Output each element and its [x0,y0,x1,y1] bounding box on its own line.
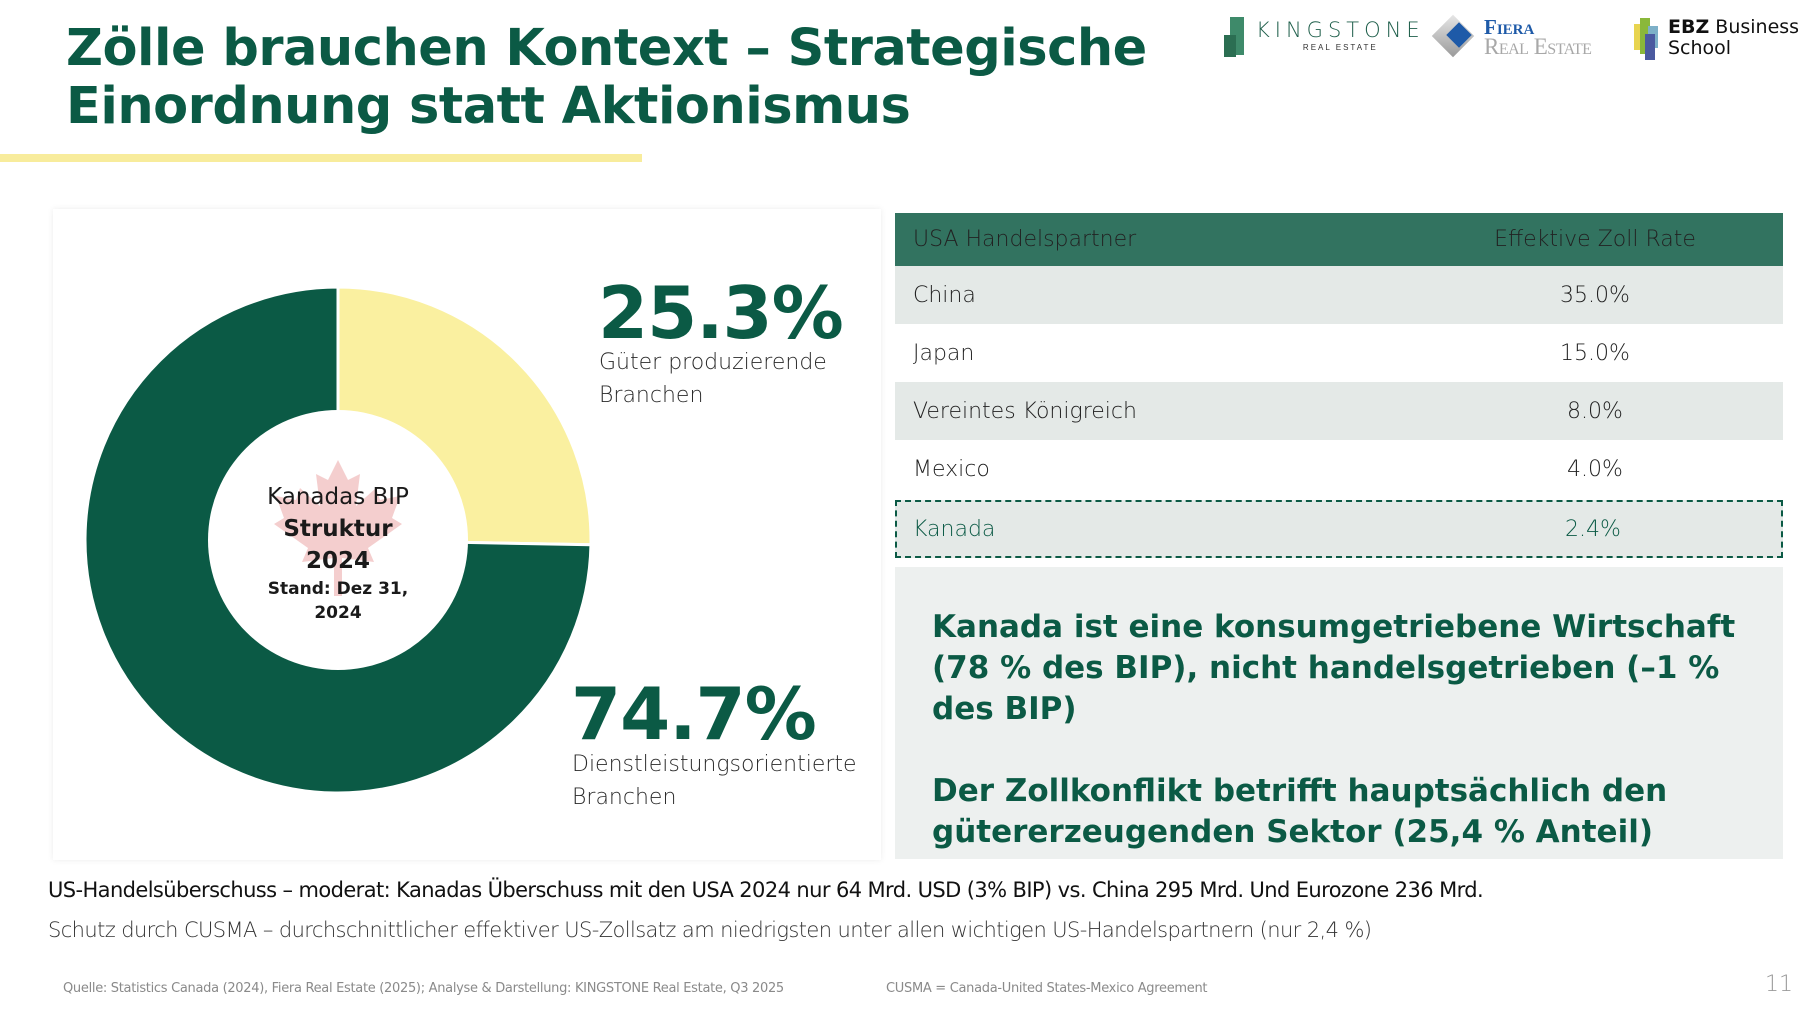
table-row-highlighted: Kanada 2.4% [895,500,1783,558]
table-header: USA Handelspartner Effektive Zoll Rate [895,213,1783,266]
table-row: Japan 15.0% [895,324,1783,382]
table-row: China 35.0% [895,266,1783,324]
rate-cell: 8.0% [1567,398,1623,424]
note-cusma: Schutz durch CUSMA – durchschnittlicher … [48,918,1372,942]
ebz-line2: School [1668,37,1732,59]
fiera-diamond-icon [1431,14,1476,59]
goods-percentage: 25.3% [598,271,844,355]
goods-label: Güter produzierende Branchen [599,350,827,408]
key-insights-box: Kanada ist eine konsumgetriebene Wirtsch… [895,567,1783,859]
kingstone-logo: KINGSTONE REAL ESTATE [1224,16,1425,58]
services-label: Dienstleistungsorientierte Branchen [572,752,857,810]
center-date: Stand: Dez 31, 2024 [267,579,409,623]
title-line-1: Zölle brauchen Kontext – Strategische [66,19,1147,78]
rate-cell: 2.4% [1565,516,1621,542]
abbreviation-footnote: CUSMA = Canada-United States-Mexico Agre… [886,981,1208,996]
gdp-structure-card: Kanadas BIP Struktur 2024 Stand: Dez 31,… [53,209,881,860]
source-footnote: Quelle: Statistics Canada (2024), Fiera … [63,981,784,996]
services-percentage: 74.7% [571,672,817,756]
partner-cell: Vereintes Königreich [913,398,1137,424]
ebz-rest: Business [1715,16,1800,38]
page-number: 11 [1765,972,1793,997]
insight-2: Der Zollkonflikt betrifft hauptsächlich … [932,773,1668,850]
partner-cell: China [913,282,976,308]
donut-center-label: Kanadas BIP Struktur 2024 Stand: Dez 31,… [248,481,428,625]
partner-cell: Kanada [913,516,996,542]
header-partner: USA Handelspartner [913,227,1137,252]
kingstone-building-icon [1224,17,1246,57]
insight-1: Kanada ist eine konsumgetriebene Wirtsch… [932,609,1736,727]
rate-cell: 35.0% [1560,282,1630,308]
kingstone-sub: REAL ESTATE [1302,43,1378,52]
rate-cell: 15.0% [1560,340,1630,366]
kingstone-name: KINGSTONE [1256,18,1425,42]
title-underline [0,154,642,162]
note-trade-surplus: US-Handelsüberschuss – moderat: Kanadas … [48,878,1484,902]
maple-leaf-icon [274,460,402,596]
rate-cell: 4.0% [1567,456,1623,482]
fiera-bottom: Real Estate [1484,34,1592,59]
tariff-table: USA Handelspartner Effektive Zoll Rate C… [895,213,1783,558]
fiera-top: Fiera [1484,15,1535,39]
center-line-1: Kanadas BIP [267,484,409,510]
fiera-logo: Fiera Real Estate [1431,14,1592,60]
title-line-2: Einordnung statt Aktionismus [66,77,911,136]
header-rate: Effektive Zoll Rate [1494,227,1696,252]
ebz-blocks-icon [1634,16,1662,60]
ebz-logo: EBZ Business School [1634,16,1799,60]
partner-cell: Japan [913,340,975,366]
table-row: Mexico 4.0% [895,440,1783,498]
partner-cell: Mexico [913,456,990,482]
gdp-donut-chart [83,285,593,795]
slide-title: Zölle brauchen Kontext – Strategische Ei… [66,20,1147,136]
table-row: Vereintes Königreich 8.0% [895,382,1783,440]
center-line-2: Struktur 2024 [283,516,393,574]
ebz-bold: EBZ [1668,16,1710,38]
